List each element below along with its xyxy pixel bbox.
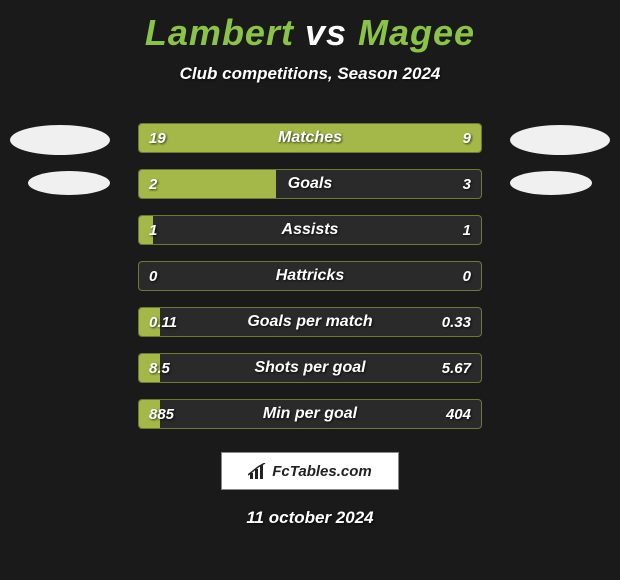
stat-label: Goals bbox=[139, 170, 481, 198]
vs-text: vs bbox=[305, 12, 347, 53]
stat-label: Shots per goal bbox=[139, 354, 481, 382]
brand-logo: FcTables.com bbox=[221, 452, 399, 490]
player2-team-placeholder bbox=[510, 171, 592, 195]
stat-value-right: 0.33 bbox=[442, 308, 471, 336]
stat-label: Min per goal bbox=[139, 400, 481, 428]
footer-date: 11 october 2024 bbox=[0, 508, 620, 528]
player1-avatar-placeholder bbox=[10, 125, 110, 155]
stat-row: 2Goals3 bbox=[138, 169, 482, 199]
stat-label: Assists bbox=[139, 216, 481, 244]
stat-label: Matches bbox=[139, 124, 481, 152]
stat-label: Hattricks bbox=[139, 262, 481, 290]
player1-name: Lambert bbox=[145, 12, 294, 53]
stat-value-right: 404 bbox=[446, 400, 471, 428]
player2-avatar-placeholder bbox=[510, 125, 610, 155]
subtitle: Club competitions, Season 2024 bbox=[0, 64, 620, 84]
stat-value-right: 1 bbox=[463, 216, 471, 244]
stat-value-right: 9 bbox=[463, 124, 471, 152]
stat-row: 8.5Shots per goal5.67 bbox=[138, 353, 482, 383]
stat-row: 19Matches9 bbox=[138, 123, 482, 153]
player1-team-placeholder bbox=[28, 171, 110, 195]
stat-row: 885Min per goal404 bbox=[138, 399, 482, 429]
comparison-title: Lambert vs Magee bbox=[0, 0, 620, 54]
stat-row: 0.11Goals per match0.33 bbox=[138, 307, 482, 337]
stats-table: 19Matches9 2Goals3 1Assists1 0Hattricks0 0.1… bbox=[138, 123, 482, 445]
player2-name: Magee bbox=[358, 12, 475, 53]
stat-row: 1Assists1 bbox=[138, 215, 482, 245]
stat-label: Goals per match bbox=[139, 308, 481, 336]
stat-value-right: 0 bbox=[463, 262, 471, 290]
chart-icon bbox=[248, 463, 268, 479]
brand-text: FcTables.com bbox=[272, 463, 371, 480]
stat-row: 0Hattricks0 bbox=[138, 261, 482, 291]
stat-value-right: 5.67 bbox=[442, 354, 471, 382]
stat-value-right: 3 bbox=[463, 170, 471, 198]
